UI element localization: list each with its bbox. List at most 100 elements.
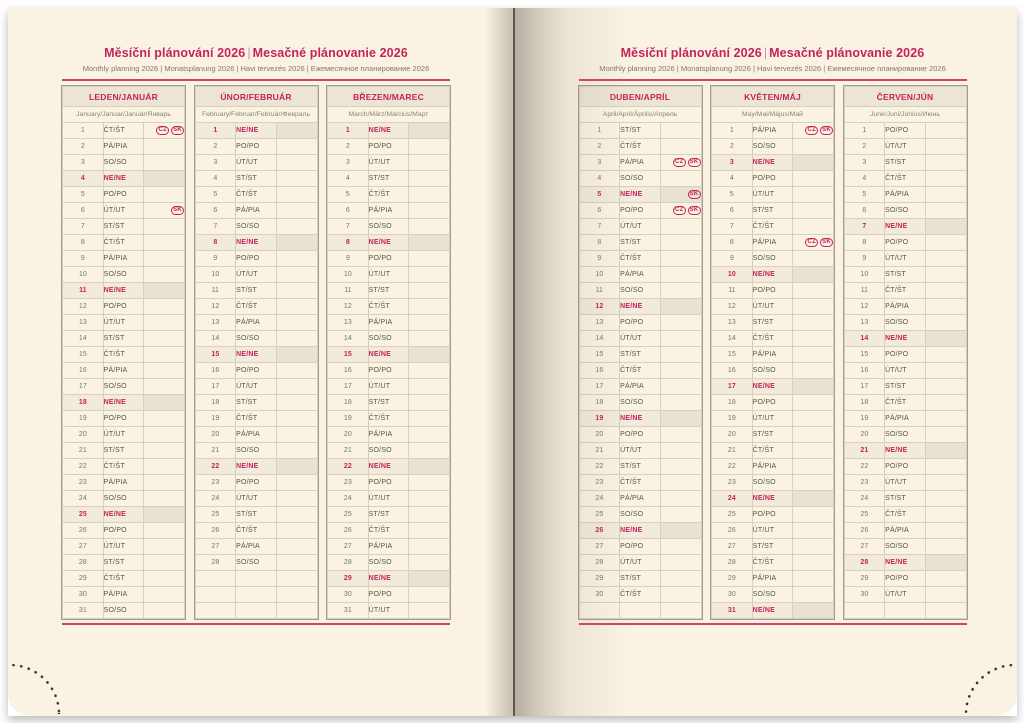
day-number: 24 [62,490,104,507]
day-number: 18 [711,394,753,411]
day-number: 11 [62,282,104,299]
day-row: 26 ÚT/UT [711,522,834,539]
notes-cell [143,570,185,587]
day-number: 11 [843,282,886,299]
month-name: DUBEN/APRÍL [578,86,702,107]
day-abbrev: ST/ST [751,426,794,443]
day-row: 12 NE/NE [578,298,702,315]
day-row: 16 PO/PO [327,362,450,379]
day-row: 14 NE/NE [843,330,967,347]
day-row: 29 NE/NE [327,570,450,587]
day-row: 24 SO/SO [62,490,185,507]
day-number: 17 [327,378,369,395]
notes-cell [792,362,834,379]
day-number: 20 [327,426,369,443]
notes-cell [924,490,967,507]
day-abbrev: PO/PO [235,474,277,491]
notes-cell: SK [659,186,702,203]
day-row: 8 ČT/ŠT [62,234,185,251]
day-row: 26 PÁ/PIA [843,522,967,539]
notes-cell [659,330,702,347]
day-number: 2 [711,138,753,155]
day-number: 22 [62,458,104,475]
day-row: 20 PO/PO [578,426,702,443]
notes-cell [659,362,702,379]
notes-cell [143,314,185,331]
notes-cell [143,362,185,379]
day-number: 17 [578,378,621,395]
day-number: 29 [711,570,753,587]
notes-cell [659,522,702,539]
notes-cell [143,474,185,491]
day-row: 9 ČT/ŠT [578,250,702,267]
day-abbrev: ÚT/UT [751,186,794,203]
day-abbrev: PÁ/PIA [751,570,794,587]
day-row: 27 ÚT/UT [62,538,185,555]
day-abbrev: ČT/ŠT [102,570,145,587]
day-number: 1 [327,122,369,139]
day-abbrev: ST/ST [619,122,661,139]
day-abbrev: ST/ST [102,330,145,347]
day-row: 9 PO/PO [327,250,450,267]
page-title: Měsíční plánování 2026 | Mesačné plánovani… [579,46,967,60]
day-abbrev: ČT/ŠT [884,282,926,299]
notes-cell: CZ SK [792,234,834,251]
day-number: 7 [578,218,621,235]
day-abbrev: NE/NE [367,122,410,139]
day-number: 3 [327,154,369,171]
notes-cell [275,442,318,459]
day-row: 2 PÁ/PIA [62,138,185,155]
day-number: 3 [194,154,237,171]
empty-row [578,602,702,619]
day-row: 10 PÁ/PIA [578,266,702,283]
day-number: 25 [62,506,104,523]
day-abbrev: SO/SO [367,554,410,571]
day-number: 13 [843,314,886,331]
day-number: 29 [62,570,104,587]
notes-cell [924,154,967,171]
day-row: 4 ČT/ŠT [843,170,967,187]
day-number: 28 [62,554,104,571]
notes-cell [275,426,318,443]
notes-cell [792,314,834,331]
day-number: 30 [843,586,886,603]
day-row: 16 ÚT/UT [843,362,967,379]
day-row: 30 ÚT/UT [843,586,967,603]
day-abbrev: NE/NE [235,122,277,139]
day-number: 5 [578,186,621,203]
day-row: 27 SO/SO [843,538,967,555]
day-number: 5 [194,186,237,203]
day-row: 30 PÁ/PIA [62,586,185,603]
day-row: 6 PÁ/PIA [194,202,318,219]
day-number: 6 [327,202,369,219]
day-number: 5 [843,186,886,203]
notes-cell [408,266,450,283]
day-number: 8 [327,234,369,251]
empty-row [194,602,318,619]
day-abbrev: PÁ/PIA [884,298,926,315]
month-subtitle: May/Mai/Május/Май [711,106,834,123]
notes-cell [143,282,185,299]
day-number: 26 [578,522,621,539]
right-page-content: Měsíční plánování 2026 | Mesačné plánovani… [578,46,967,625]
day-abbrev: SO/SO [102,378,145,395]
day-number: 1 [578,122,621,139]
day-abbrev: PO/PO [235,250,277,267]
day-row: 19 PÁ/PIA [843,410,967,427]
day-number: 27 [843,538,886,555]
holiday-badge-sk: SK [820,126,833,135]
notes-cell [924,298,967,315]
notes-cell [275,154,318,171]
day-abbrev: NE/NE [751,154,794,171]
day-row: 20 SO/SO [843,426,967,443]
notes-cell [275,250,318,267]
day-row: 7 ČT/ŠT [711,218,834,235]
day-abbrev: SO/SO [751,474,794,491]
day-row: 20 PÁ/PIA [327,426,450,443]
notes-cell [275,522,318,539]
notes-cell [924,554,967,571]
day-abbrev: NE/NE [235,234,277,251]
day-abbrev: ÚT/UT [619,330,661,347]
notes-cell [659,554,702,571]
holiday-badge-sk: SK [687,206,701,215]
